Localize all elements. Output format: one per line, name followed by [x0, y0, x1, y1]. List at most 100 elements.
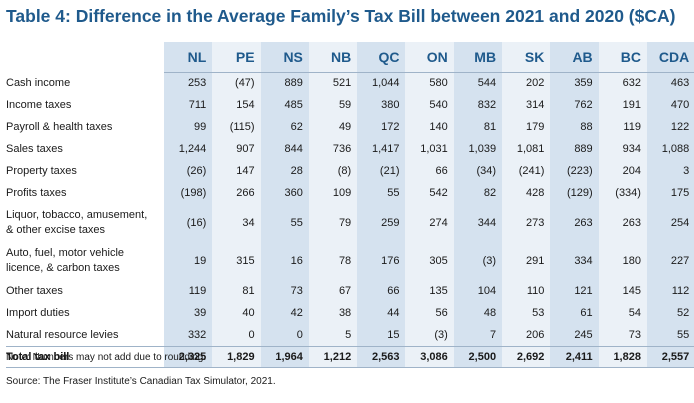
value-cell-on: (3): [405, 324, 454, 346]
value-cell-sk: 179: [502, 116, 551, 138]
value-cell-qc: 15: [357, 324, 406, 346]
value-cell-nb: 67: [308, 280, 358, 302]
table-row: Property taxes (26) 147 28 (8) (21) 66 (34) (241…: [6, 160, 694, 182]
value-cell-cda: 470: [646, 94, 694, 116]
total-row: Total tax bill 2,325 1,829 1,964 1,212 2,563 3…: [6, 345, 694, 368]
row-label: Auto, fuel, motor vehicle licence, & car…: [6, 247, 125, 274]
value-cell-sk: 206: [502, 324, 551, 346]
value-cell-nl: (198): [164, 182, 213, 204]
value-cell-sk: 1,081: [502, 138, 551, 160]
value-cell-ns: 62: [260, 116, 309, 138]
value-cell-bc: 145: [598, 280, 647, 302]
row-label: Cash income: [6, 77, 71, 89]
value-cell-qc: 66: [357, 280, 406, 302]
value-cell-pe: 81: [212, 280, 261, 302]
value-cell-qc: 1,044: [357, 72, 406, 94]
value-cell-pe: 147: [212, 160, 261, 182]
value-cell-qc: (21): [357, 160, 406, 182]
value-cell-ns: 889: [260, 72, 309, 94]
value-cell-qc: 55: [357, 182, 406, 204]
value-cell-cda: 2,557: [646, 345, 694, 368]
value-cell-ab: 359: [550, 72, 599, 94]
column-header-on: ON: [405, 42, 454, 73]
value-cell-ns: 1,964: [260, 345, 309, 368]
value-cell-cda: 175: [646, 182, 694, 204]
value-cell-pe: 0: [212, 324, 261, 346]
value-cell-mb: 48: [453, 302, 503, 324]
value-cell-cda: 227: [646, 242, 694, 280]
row-label: Import duties: [6, 307, 70, 319]
value-cell-bc: 191: [598, 94, 647, 116]
value-cell-sk: 2,692: [502, 345, 551, 368]
value-cell-nl: 99: [164, 116, 213, 138]
value-cell-bc: 204: [598, 160, 647, 182]
table-row: Liquor, tobacco, amusement, & other exci…: [6, 204, 694, 242]
value-cell-pe: 266: [212, 182, 261, 204]
value-cell-cda: 122: [646, 116, 694, 138]
row-label: Income taxes: [6, 99, 72, 111]
value-cell-cda: 1,088: [646, 138, 694, 160]
row-label: Profits taxes: [6, 187, 67, 199]
value-cell-cda: 52: [646, 302, 694, 324]
value-cell-on: 542: [405, 182, 454, 204]
value-cell-bc: (334): [598, 182, 647, 204]
table-row: Cash income 253 (47) 889 521 1,044 580 544 202 35…: [6, 72, 694, 94]
value-cell-on: 1,031: [405, 138, 454, 160]
value-cell-bc: 73: [598, 324, 647, 346]
value-cell-ns: 42: [260, 302, 309, 324]
value-cell-bc: 54: [598, 302, 647, 324]
value-cell-mb: 544: [453, 72, 503, 94]
value-cell-mb: 7: [453, 324, 503, 346]
value-cell-ab: (129): [550, 182, 599, 204]
value-cell-pe: (47): [212, 72, 261, 94]
value-cell-cda: 55: [646, 324, 694, 346]
table-title: Table 4: Difference in the Average Famil…: [6, 6, 676, 26]
value-cell-nl: (16): [164, 204, 213, 242]
value-cell-qc: 172: [357, 116, 406, 138]
column-header-ab: AB: [550, 42, 599, 73]
table-row: Income taxes 711 154 485 59 380 540 832 314 762 19…: [6, 94, 694, 116]
column-header-qc: QC: [357, 42, 406, 73]
table-row: Profits taxes (198) 266 360 109 55 542 82 428 (12…: [6, 182, 694, 204]
value-cell-pe: 907: [212, 138, 261, 160]
value-cell-pe: 40: [212, 302, 261, 324]
value-cell-pe: (115): [212, 116, 261, 138]
value-cell-sk: 53: [502, 302, 551, 324]
row-label: Liquor, tobacco, amusement, & other exci…: [6, 209, 148, 236]
row-label: Natural resource levies: [6, 328, 119, 341]
value-cell-sk: (241): [502, 160, 551, 182]
value-cell-nb: 736: [308, 138, 358, 160]
value-cell-on: 135: [405, 280, 454, 302]
row-label: Sales taxes: [6, 143, 63, 155]
column-header-sk: SK: [502, 42, 551, 73]
value-cell-nb: 1,212: [308, 345, 358, 368]
value-cell-nl: (26): [164, 160, 213, 182]
table-row: Other taxes 119 81 73 67 66 135 104 110 121 145 112: [6, 280, 694, 302]
value-cell-bc: 263: [598, 204, 647, 242]
value-cell-nb: 109: [308, 182, 358, 204]
value-cell-pe: 315: [212, 242, 261, 280]
value-cell-sk: 202: [502, 72, 551, 94]
column-header-pe: PE: [212, 42, 261, 73]
value-cell-bc: 119: [598, 116, 647, 138]
table-row: Auto, fuel, motor vehicle licence, & car…: [6, 242, 694, 280]
value-cell-on: 580: [405, 72, 454, 94]
column-header-nb: NB: [308, 42, 358, 73]
value-cell-bc: 180: [598, 242, 647, 280]
value-cell-ab: 762: [550, 94, 599, 116]
value-cell-mb: (3): [453, 242, 503, 280]
value-cell-cda: 254: [646, 204, 694, 242]
value-cell-ns: 28: [260, 160, 309, 182]
table-row: Import duties 39 40 42 38 44 56 48 53 61 54 52: [6, 302, 694, 324]
value-cell-ns: 55: [260, 204, 309, 242]
value-cell-mb: 832: [453, 94, 503, 116]
value-cell-ab: 889: [550, 138, 599, 160]
value-cell-qc: 259: [357, 204, 406, 242]
header-row: NL PE NS NB QC ON MB SK AB BC CDA: [6, 42, 694, 73]
value-cell-cda: 112: [646, 280, 694, 302]
row-label: Property taxes: [6, 165, 77, 177]
value-cell-nl: 1,244: [164, 138, 213, 160]
value-cell-on: 56: [405, 302, 454, 324]
table-row: Payroll & health taxes 99 (115) 62 49 172 140 8…: [6, 116, 694, 138]
value-cell-nl: 332: [164, 324, 213, 346]
